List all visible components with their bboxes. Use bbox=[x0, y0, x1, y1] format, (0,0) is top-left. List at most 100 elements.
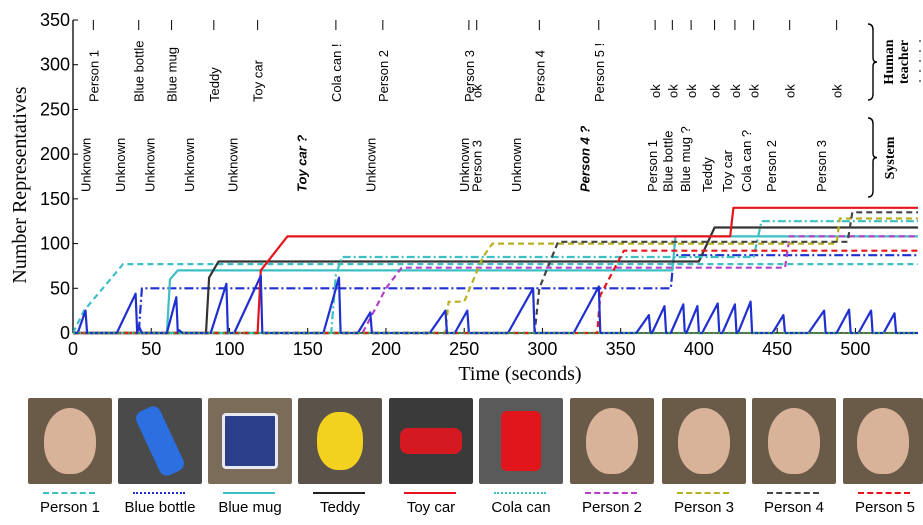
y-tick-label: 50 bbox=[50, 278, 70, 298]
thumbnail-toy-car bbox=[389, 398, 473, 484]
legend-swatch-person-5 bbox=[858, 492, 910, 494]
series-line-blue-mug bbox=[73, 235, 918, 335]
legend-swatch-blue-mug bbox=[223, 492, 275, 494]
system-label: Person 3 bbox=[814, 140, 829, 192]
face-image bbox=[44, 408, 96, 474]
x-tick-label: 400 bbox=[684, 339, 714, 359]
can-image bbox=[501, 411, 541, 471]
legend-swatch-person-4 bbox=[767, 492, 819, 494]
teacher-brace-label: teacher bbox=[897, 40, 912, 84]
teacher-label: ok bbox=[830, 84, 845, 98]
y-tick-label: 350 bbox=[40, 10, 70, 30]
legend-label-person-3: Person 3 bbox=[673, 499, 735, 516]
legend-swatch-toy-car bbox=[404, 492, 456, 494]
system-label: Toy car ? bbox=[294, 135, 309, 192]
thumbnail-blue-bottle bbox=[118, 398, 202, 484]
legend-swatch-person-2 bbox=[585, 492, 637, 494]
system-brace-label: System bbox=[883, 136, 898, 179]
x-axis-label: Time (seconds) bbox=[458, 363, 581, 385]
teacher-label: Person 1 bbox=[86, 50, 101, 102]
system-label: Person 2 bbox=[764, 140, 779, 192]
series-line-person-1 bbox=[73, 263, 918, 334]
y-tick-label: 0 bbox=[60, 323, 70, 343]
system-label: Cola can ? bbox=[739, 130, 754, 192]
legend-label-teddy: Teddy bbox=[319, 499, 361, 516]
teacher-label: ok bbox=[665, 84, 680, 98]
teddy-image bbox=[317, 412, 363, 470]
chart-axes: 0 50 100 150 200 250 300 350 400 450 500 0 50 100 150 2… bbox=[40, 10, 918, 359]
face-image bbox=[857, 408, 909, 474]
y-tick-label: 100 bbox=[40, 234, 70, 254]
y-tick-label: 300 bbox=[40, 55, 70, 75]
thumbnail-person-1 bbox=[28, 398, 112, 484]
legend-label-blue-bottle: Blue bottle bbox=[124, 499, 196, 516]
legend-label-person-4: Person 4 bbox=[763, 499, 825, 516]
teacher-label: ok bbox=[684, 84, 699, 98]
y-tick-label: 250 bbox=[40, 99, 70, 119]
teacher-brace-label: Human bbox=[882, 39, 897, 84]
teacher-label: ok bbox=[747, 84, 762, 98]
system-label: Unknown bbox=[113, 138, 128, 192]
teacher-label: Blue mug bbox=[165, 47, 180, 102]
series-line-person-5 bbox=[73, 249, 918, 335]
face-image bbox=[678, 408, 730, 474]
thumbnail-person-2 bbox=[570, 398, 654, 484]
teacher-label: Person 2 bbox=[376, 50, 391, 102]
system-label: Unknown bbox=[79, 138, 94, 192]
legend-label-toy-car: Toy car bbox=[406, 499, 456, 516]
teacher-label: ok bbox=[470, 84, 485, 98]
system-label: Unknown bbox=[143, 138, 158, 192]
system-label: Unknown bbox=[182, 138, 197, 192]
legend-label-person-2: Person 2 bbox=[581, 499, 643, 516]
system-label: Unknown bbox=[363, 138, 378, 192]
legend-label-person-5: Person 5 bbox=[854, 499, 916, 516]
teacher-label: Toy car bbox=[251, 59, 266, 102]
legend-thumbnails: Person 1 Blue bottle Blue mug Teddy Toy car C… bbox=[0, 398, 923, 525]
system-brace bbox=[867, 117, 878, 198]
x-tick-label: 200 bbox=[371, 339, 401, 359]
x-tick-label: 350 bbox=[606, 339, 636, 359]
face-image bbox=[768, 408, 820, 474]
series-line-blue-bottle bbox=[73, 254, 918, 335]
teacher-label: Blue bottle bbox=[132, 41, 147, 102]
series-line-person-2 bbox=[73, 235, 918, 335]
teacher-label: Cola can ! bbox=[329, 43, 344, 102]
thumbnail-person-5 bbox=[843, 398, 923, 484]
y-axis-label: Number Representatives bbox=[9, 86, 31, 283]
bottle-image bbox=[133, 403, 187, 479]
x-tick-label: 100 bbox=[214, 339, 244, 359]
x-tick-label: 450 bbox=[762, 339, 792, 359]
car-image bbox=[400, 428, 462, 454]
x-tick-label: 50 bbox=[141, 339, 161, 359]
legend-swatch-teddy bbox=[313, 492, 365, 494]
x-tick-label: 150 bbox=[293, 339, 323, 359]
thumbnail-person-4 bbox=[752, 398, 836, 484]
legend-swatch-cola-can bbox=[494, 492, 546, 494]
teacher-label: Teddy bbox=[207, 67, 222, 102]
legend-swatch-person-3 bbox=[677, 492, 729, 494]
chart-svg: 0 50 100 150 200 250 300 350 400 450 500 0 50 100 150 2… bbox=[9, 10, 921, 385]
teacher-label: Person 5 ! bbox=[592, 43, 607, 102]
system-label: Unknown bbox=[226, 138, 241, 192]
x-tick-label: 300 bbox=[527, 339, 557, 359]
series-line-person-4 bbox=[73, 211, 918, 335]
thumbnail-cola-can bbox=[479, 398, 563, 484]
thumbnail-person-3 bbox=[662, 398, 746, 484]
legend-swatch-blue-bottle bbox=[133, 492, 185, 494]
legend-label-person-1: Person 1 bbox=[39, 499, 101, 516]
y-tick-label: 200 bbox=[40, 144, 70, 164]
legend-label-blue-mug: Blue mug bbox=[218, 499, 282, 516]
x-tick-label: 250 bbox=[449, 339, 479, 359]
plot-area bbox=[73, 206, 918, 335]
system-label: Person 1 bbox=[645, 140, 660, 192]
face-image bbox=[586, 408, 638, 474]
system-label: Person 4 ? bbox=[578, 125, 593, 192]
thumbnail-blue-mug bbox=[208, 398, 292, 484]
system-label: Blue bottle bbox=[661, 131, 676, 192]
legend-swatch-person-1 bbox=[43, 492, 95, 494]
x-tick-label: 500 bbox=[840, 339, 870, 359]
teacher-label: ok bbox=[648, 84, 663, 98]
system-label: Teddy bbox=[700, 157, 715, 192]
teacher-label: ok bbox=[783, 84, 798, 98]
mug-image bbox=[222, 413, 278, 469]
